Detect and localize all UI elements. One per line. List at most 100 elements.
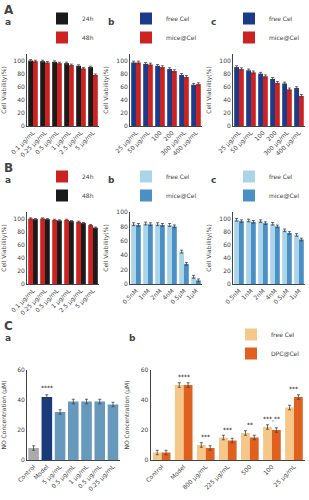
- svg-text:A: A: [4, 3, 14, 17]
- svg-text:c: c: [211, 17, 216, 27]
- svg-text:25 µg/mL: 25 µg/mL: [217, 129, 243, 155]
- svg-text:1 µg/mL: 1 µg/mL: [50, 287, 73, 310]
- svg-text:0: 0: [145, 456, 149, 463]
- svg-text:60: 60: [120, 83, 128, 90]
- svg-text:0: 0: [227, 280, 231, 287]
- svg-text:0.1 µg/mL: 0.1 µg/mL: [9, 129, 37, 157]
- svg-text:c: c: [211, 175, 216, 185]
- svg-text:0.5µM: 0.5µM: [272, 287, 291, 306]
- svg-text:100: 100: [219, 215, 231, 222]
- svg-text:4nM: 4nM: [264, 287, 278, 301]
- svg-text:25 µg/mL: 25 µg/mL: [114, 129, 140, 155]
- svg-text:0.5nM: 0.5nM: [121, 287, 139, 305]
- svg-text:25 µg/mL: 25 µg/mL: [272, 463, 298, 489]
- svg-text:b: b: [108, 175, 115, 185]
- svg-text:Cell Viability(%): Cell Viability(%): [205, 66, 213, 114]
- svg-text:80: 80: [17, 228, 25, 235]
- svg-text:0.5µM: 0.5µM: [169, 287, 188, 306]
- svg-text:Cell Viability(%): Cell Viability(%): [102, 224, 110, 272]
- svg-text:free Cel: free Cel: [166, 15, 190, 22]
- svg-text:40: 40: [223, 96, 231, 103]
- svg-text:60: 60: [223, 83, 231, 90]
- svg-text:60: 60: [223, 241, 231, 248]
- svg-text:300 µg/mL: 300 µg/mL: [159, 129, 188, 158]
- svg-text:free Cel: free Cel: [269, 173, 293, 180]
- svg-text:0: 0: [21, 122, 25, 129]
- svg-text:***: ***: [201, 433, 210, 440]
- svg-text:100: 100: [253, 129, 266, 142]
- svg-text:20: 20: [120, 109, 128, 116]
- svg-text:20: 20: [17, 109, 25, 116]
- svg-text:20: 20: [141, 426, 149, 433]
- svg-text:Cell Viability(%): Cell Viability(%): [0, 224, 8, 272]
- svg-text:Control: Control: [16, 463, 37, 484]
- svg-text:4nM: 4nM: [161, 287, 175, 301]
- svg-text:40: 40: [223, 254, 231, 261]
- svg-text:40: 40: [17, 96, 25, 103]
- svg-text:C: C: [4, 319, 13, 333]
- svg-text:100: 100: [219, 57, 231, 64]
- svg-text:500: 500: [240, 463, 253, 476]
- svg-text:1nM: 1nM: [137, 287, 151, 301]
- svg-text:2.5 µg/mL: 2.5 µg/mL: [57, 287, 85, 315]
- svg-text:20: 20: [223, 109, 231, 116]
- svg-text:2nM: 2nM: [149, 287, 163, 301]
- svg-text:5 µg/mL: 5 µg/mL: [74, 129, 97, 152]
- svg-text:a: a: [5, 333, 11, 343]
- svg-text:5 µg/mL: 5 µg/mL: [74, 287, 97, 310]
- svg-text:**: **: [247, 421, 253, 428]
- svg-text:60: 60: [17, 241, 25, 248]
- svg-text:b: b: [129, 333, 136, 343]
- svg-text:Model: Model: [32, 463, 50, 481]
- svg-text:40: 40: [17, 254, 25, 261]
- svg-text:24h: 24h: [82, 173, 94, 180]
- svg-text:80: 80: [120, 70, 128, 77]
- svg-text:60: 60: [120, 237, 128, 244]
- svg-text:mice@Cel: mice@Cel: [166, 192, 196, 200]
- svg-text:40: 40: [141, 396, 149, 403]
- svg-text:0.5 µg/mL: 0.5 µg/mL: [50, 463, 78, 491]
- svg-text:24h: 24h: [82, 15, 94, 22]
- svg-text:80: 80: [120, 223, 128, 230]
- svg-text:800 µg/mL: 800 µg/mL: [181, 463, 210, 492]
- svg-text:****: ****: [178, 373, 190, 380]
- svg-text:400 µg/mL: 400 µg/mL: [171, 129, 200, 158]
- svg-text:50 µg/mL: 50 µg/mL: [229, 129, 255, 155]
- svg-text:20: 20: [120, 266, 128, 273]
- svg-text:0.5 µg/mL: 0.5 µg/mL: [33, 287, 61, 315]
- svg-text:b: b: [108, 17, 115, 27]
- svg-text:0: 0: [21, 280, 25, 287]
- svg-text:225 µg/mL: 225 µg/mL: [203, 463, 232, 492]
- svg-text:1µM: 1µM: [185, 287, 200, 302]
- svg-text:20: 20: [223, 267, 231, 274]
- svg-text:40: 40: [120, 96, 128, 103]
- svg-text:1 µg/mL: 1 µg/mL: [67, 463, 90, 486]
- svg-text:20: 20: [17, 426, 25, 433]
- svg-text:80: 80: [223, 228, 231, 235]
- svg-text:DPC@Cel: DPC@Cel: [271, 350, 299, 358]
- svg-text:2.5 µg/mL: 2.5 µg/mL: [57, 129, 85, 157]
- svg-text:B: B: [4, 161, 13, 175]
- svg-text:200: 200: [265, 129, 278, 142]
- svg-text:48h: 48h: [82, 192, 94, 199]
- svg-text:80: 80: [17, 70, 25, 77]
- svg-text:100: 100: [116, 208, 128, 215]
- svg-text:100: 100: [13, 215, 25, 222]
- svg-text:0: 0: [227, 122, 231, 129]
- svg-text:0: 0: [21, 456, 25, 463]
- svg-text:Cell Viability(%): Cell Viability(%): [102, 66, 110, 114]
- svg-text:5 µg/mL: 5 µg/mL: [41, 463, 64, 486]
- svg-text:0.1 µg/mL: 0.1 µg/mL: [9, 287, 37, 315]
- svg-text:NO Concentration (µM): NO Concentration (µM): [123, 380, 131, 449]
- svg-text:0.5nM: 0.5nM: [224, 287, 242, 305]
- svg-text:***: ***: [289, 385, 298, 392]
- svg-text:free Cel: free Cel: [166, 173, 190, 180]
- svg-text:100: 100: [262, 463, 275, 476]
- svg-text:1nM: 1nM: [240, 287, 254, 301]
- svg-text:0: 0: [124, 122, 128, 129]
- svg-text:Cell Viability(%): Cell Viability(%): [205, 224, 213, 272]
- svg-text:mice@Cel: mice@Cel: [269, 192, 299, 200]
- svg-text:100: 100: [13, 57, 25, 64]
- svg-text:0.5 µg/mL: 0.5 µg/mL: [33, 129, 61, 157]
- svg-text:1 µg/mL: 1 µg/mL: [50, 129, 73, 152]
